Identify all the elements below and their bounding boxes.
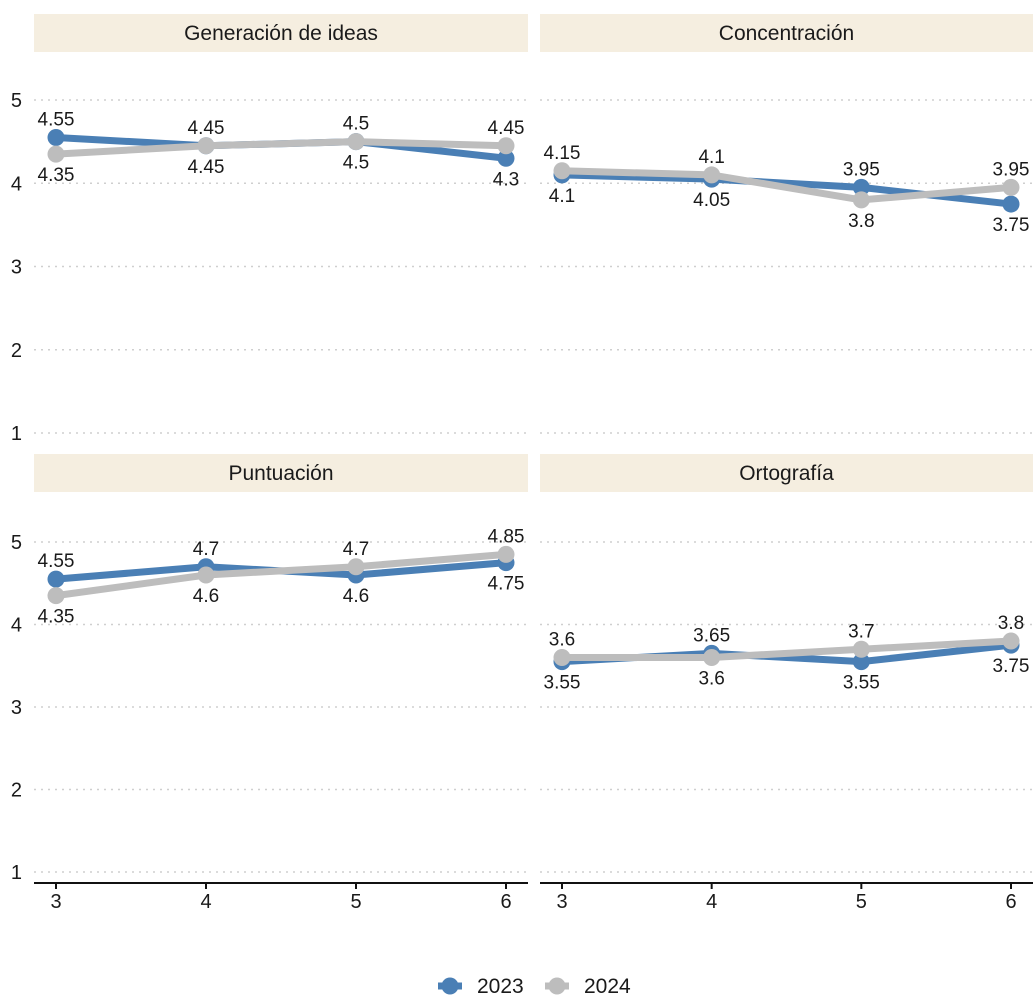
data-label-2023: 4.55: [38, 109, 75, 130]
panel-3: Puntuación 1 2 3 4 5 3 4 5 6 4.55 4.35 4.7 4.6 4.6 4.7 4…: [11, 454, 528, 913]
facet-title: Puntuación: [228, 462, 333, 485]
data-label-2024: 4.1: [698, 147, 724, 168]
point-2023: [47, 128, 65, 146]
y-tick-label: 5: [11, 90, 22, 112]
facet-title: Concentración: [719, 22, 854, 45]
data-label-2024: 3.95: [993, 159, 1030, 180]
point-2024: [197, 137, 215, 155]
x-tick-label: 6: [1005, 891, 1016, 913]
data-label-2024: 4.35: [38, 607, 75, 628]
y-tick-label: 5: [11, 532, 22, 554]
point-2023: [852, 178, 870, 196]
y-tick-label: 1: [11, 862, 22, 884]
point-2024: [553, 649, 571, 666]
point-2024: [497, 137, 515, 155]
x-tick-label: 4: [200, 891, 211, 913]
point-2024: [553, 162, 571, 180]
data-label-2024: 4.85: [488, 526, 525, 547]
facet-strip: [34, 14, 528, 52]
data-label-2023: 3.75: [993, 656, 1030, 677]
y-tick-label: 2: [11, 780, 22, 802]
panel-1: Generación de ideas 1 2 3 4 5 4.55 4.35 4.45 4.45…: [11, 14, 528, 445]
data-label-2023: 3.55: [843, 673, 880, 694]
point-2024: [347, 558, 365, 576]
point-2024: [703, 649, 721, 666]
point-2023: [1002, 195, 1020, 213]
x-tick-label: 4: [706, 891, 717, 913]
point-2024: [852, 191, 870, 209]
data-label-2023: 4.6: [343, 586, 369, 607]
data-label-2024: 4.45: [488, 118, 525, 139]
panel-4: Ortografía 3 4 5 6 3.55 3.6 3.65 3.6 3.55 3.7 3.75 3…: [540, 454, 1033, 913]
point-2024: [852, 640, 870, 658]
data-label-2023: 4.05: [693, 190, 730, 211]
legend-label: 2023: [477, 975, 524, 996]
x-tick-label: 5: [856, 891, 867, 913]
data-label-2024: 3.6: [698, 669, 724, 690]
data-label-2023: 4.45: [188, 157, 225, 178]
point-2023: [852, 653, 870, 671]
data-label-2024: 3.6: [549, 630, 575, 651]
data-label-2023: 3.95: [843, 159, 880, 180]
data-label-2023: 4.75: [488, 574, 525, 595]
data-label-2024: 4.7: [343, 539, 369, 560]
point-2024: [1002, 632, 1020, 650]
data-label-2024: 3.8: [848, 211, 874, 232]
y-tick-label: 2: [11, 340, 22, 362]
data-label-2023: 4.5: [343, 153, 369, 174]
data-label-2023: 4.55: [38, 551, 75, 572]
data-label-2023: 4.3: [493, 169, 519, 190]
data-label-2024: 3.8: [998, 613, 1024, 634]
y-tick-label: 1: [11, 423, 22, 445]
facet-strip: [34, 454, 528, 492]
x-tick-label: 3: [50, 891, 61, 913]
data-label-2023: 3.55: [544, 673, 581, 694]
x-tick-label: 5: [350, 891, 361, 913]
legend-key-point: [441, 977, 459, 995]
y-tick-label: 3: [11, 697, 22, 719]
facet-strip: [540, 454, 1033, 492]
facet-strip: [540, 14, 1033, 52]
series-line-2024: [558, 637, 1015, 661]
data-label-2023: 4.7: [193, 539, 219, 560]
x-tick-label: 3: [556, 891, 567, 913]
panel-2: Concentración 4.1 4.15 4.05 4.1 3.95 3.8 3.75 3.…: [540, 14, 1033, 434]
data-label-2024: 3.7: [848, 621, 874, 642]
y-tick-label: 4: [11, 615, 22, 637]
point-2024: [47, 145, 65, 163]
data-label-2024: 4.5: [343, 114, 369, 135]
point-2024: [497, 545, 515, 563]
data-label-2023: 3.75: [993, 215, 1030, 236]
facet-title: Ortografía: [739, 462, 834, 485]
point-2024: [703, 166, 721, 184]
data-label-2024: 4.45: [188, 118, 225, 139]
facet-title: Generación de ideas: [184, 22, 378, 45]
data-label-2024: 4.15: [544, 143, 581, 164]
data-label-2023: 3.65: [693, 625, 730, 646]
series-line-2024: [52, 550, 510, 600]
data-label-2024: 4.6: [193, 586, 219, 607]
x-tick-label: 6: [500, 891, 511, 913]
series-line-2024: [52, 138, 510, 158]
legend: 2023 2024: [438, 975, 631, 996]
point-2024: [47, 587, 65, 605]
point-2023: [47, 570, 65, 588]
y-tick-label: 4: [11, 173, 22, 195]
point-2023: [497, 149, 515, 167]
data-label-2023: 4.1: [549, 186, 575, 207]
point-2024: [347, 133, 365, 151]
data-label-2024: 4.35: [38, 165, 75, 186]
legend-key-point: [548, 977, 566, 995]
legend-label: 2024: [584, 975, 631, 996]
series-line-2024: [558, 167, 1015, 204]
point-2024: [197, 566, 215, 584]
y-tick-label: 3: [11, 257, 22, 279]
point-2024: [1002, 178, 1020, 196]
